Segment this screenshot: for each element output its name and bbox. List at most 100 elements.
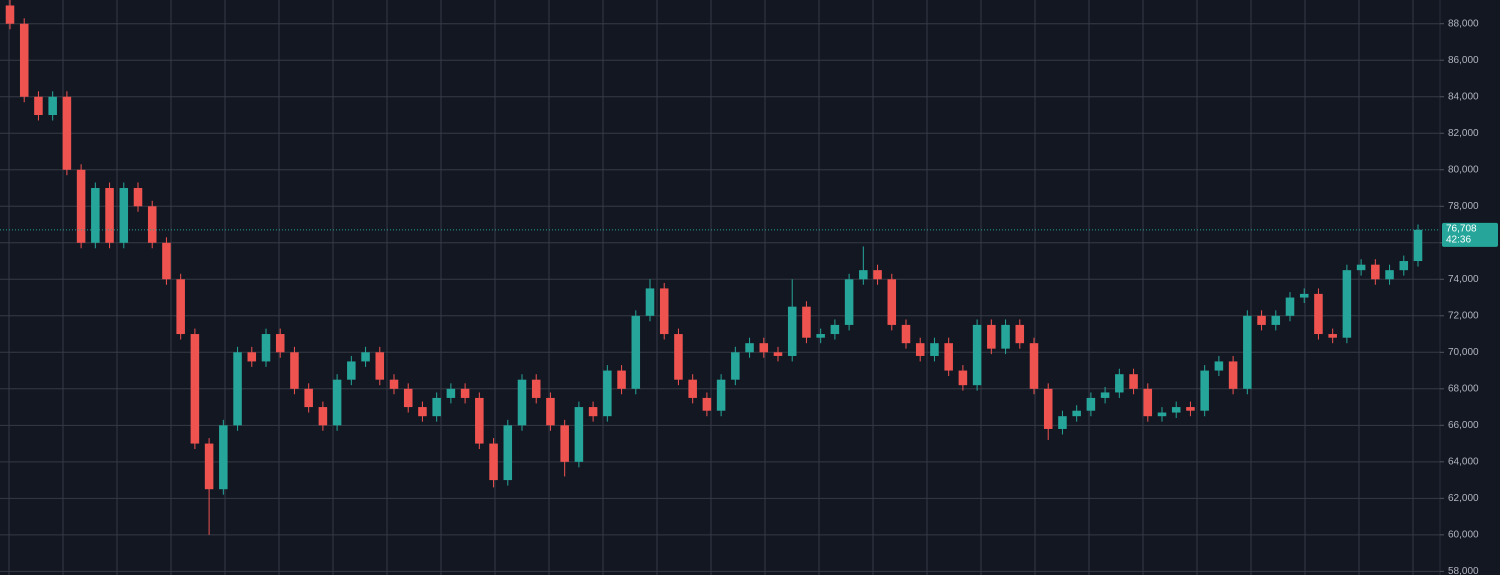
candle-body (759, 343, 769, 353)
y-tick-label: 84,000 (1448, 91, 1479, 102)
candle-body (816, 334, 825, 338)
candle-body (403, 388, 413, 408)
candle-body (773, 352, 783, 356)
candle-body (531, 379, 541, 398)
candle-body (119, 188, 129, 243)
candle-body (901, 324, 911, 344)
candle-body (987, 324, 996, 349)
y-tick-label: 86,000 (1448, 55, 1479, 66)
y-tick-label: 62,000 (1448, 493, 1479, 504)
candle-body (332, 379, 342, 426)
candle-body (446, 388, 456, 398)
candle-body (603, 370, 612, 417)
y-tick-label: 68,000 (1448, 383, 1479, 394)
candle-body (915, 343, 925, 356)
candle-body (1342, 270, 1352, 338)
candle-body (930, 343, 939, 356)
candle-body (389, 379, 399, 389)
candle-body (787, 306, 797, 356)
candle-body (887, 279, 897, 325)
candle-body (1257, 315, 1266, 325)
candle-body (1328, 334, 1337, 338)
candle-body (1399, 261, 1409, 271)
candle-body (546, 397, 555, 426)
candle-body (645, 288, 655, 316)
y-tick-label: 70,000 (1448, 347, 1479, 358)
candle-body (859, 270, 868, 280)
candle-body (105, 188, 114, 243)
candle-body (1143, 388, 1153, 417)
candle-body (347, 361, 356, 380)
candle-body (176, 279, 185, 335)
candle-body (5, 5, 15, 24)
candle-body (617, 370, 626, 389)
candle-body (830, 324, 840, 335)
candle-body (702, 397, 712, 411)
candle-body (275, 334, 285, 353)
candle-body (475, 397, 484, 444)
candle-body (133, 188, 143, 207)
candle-body (1001, 324, 1010, 349)
candle-body (1413, 229, 1423, 262)
y-tick-label: 72,000 (1448, 310, 1479, 321)
candle-body (1129, 374, 1138, 389)
candle-body (674, 334, 683, 380)
candle-body (1043, 388, 1053, 429)
candle-body (34, 96, 43, 115)
y-tick-label: 82,000 (1448, 128, 1479, 139)
candle-body (261, 334, 271, 362)
candle-body (1228, 361, 1238, 389)
vertical-grid (8, 0, 1414, 575)
candle-body (1086, 397, 1096, 411)
candle-body (1385, 270, 1394, 280)
candle-body (1015, 324, 1025, 344)
candle-body (1299, 293, 1309, 298)
y-tick-label: 88,000 (1448, 18, 1479, 29)
candle-body (1271, 315, 1281, 325)
candle-body (588, 407, 598, 417)
candle-body (1285, 297, 1295, 316)
candle-body (204, 443, 214, 490)
y-tick-label: 60,000 (1448, 529, 1479, 540)
candle-body (716, 379, 726, 411)
candle-body (375, 352, 385, 380)
candle-body (76, 169, 86, 243)
candle-body (1171, 407, 1181, 413)
candle-body (517, 379, 527, 426)
candle-body (162, 242, 171, 280)
candle-body (873, 270, 882, 280)
candle-body (190, 334, 200, 444)
last-price-tag (1442, 222, 1498, 247)
candle-body (361, 352, 370, 362)
candle-body (219, 425, 228, 490)
candle-body (1157, 412, 1167, 417)
candle-body (972, 324, 982, 386)
candle-body (958, 370, 968, 386)
candle-body (1214, 361, 1224, 371)
candle-body (560, 425, 569, 462)
candle-body (147, 206, 157, 243)
candle-body (944, 343, 953, 371)
candle-body (418, 407, 427, 417)
candle-body (1371, 264, 1380, 280)
countdown-label: 42:36 (1446, 234, 1471, 245)
candle-body (1200, 370, 1209, 411)
candle-body (731, 352, 740, 380)
y-tick-label: 74,000 (1448, 274, 1479, 285)
y-tick-label: 64,000 (1448, 456, 1479, 467)
candle-body (91, 188, 100, 243)
y-tick-label: 80,000 (1448, 164, 1479, 175)
candle-body (503, 425, 513, 481)
candle-body (247, 352, 257, 362)
candle-body (1186, 407, 1195, 411)
candle-body (1058, 416, 1067, 429)
candle-body (1115, 374, 1124, 393)
candle-body (489, 443, 498, 481)
candle-body (802, 306, 811, 338)
candle-body (318, 407, 328, 426)
candle-body (574, 407, 584, 462)
candle-body (1243, 315, 1252, 389)
